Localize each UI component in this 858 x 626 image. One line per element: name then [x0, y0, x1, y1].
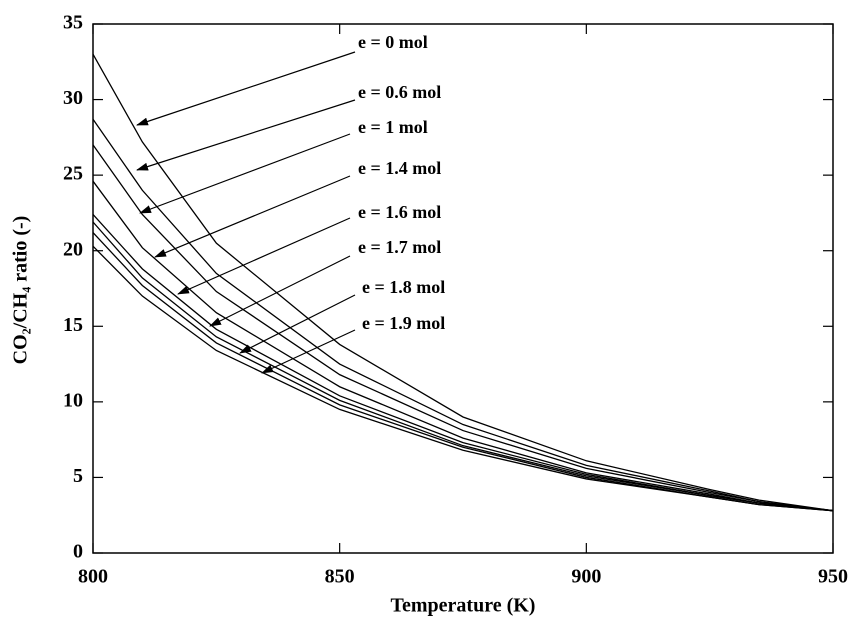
- x-tick-label: 850: [325, 566, 355, 588]
- y-tick-label: 10: [63, 389, 83, 411]
- y-tick-label: 20: [63, 238, 83, 260]
- y-tick-label: 5: [73, 465, 83, 487]
- series-label: e = 1.9 mol: [362, 313, 445, 333]
- annotation-arrow: [209, 255, 351, 327]
- annotation-arrow: [177, 217, 351, 295]
- x-axis-title: Temperature (K): [391, 595, 536, 617]
- series-line: [92, 221, 834, 512]
- series-label: e = 1.8 mol: [362, 277, 445, 297]
- annotation-arrow: [139, 133, 351, 214]
- annotation-arrow: [136, 99, 356, 171]
- x-tick-label: 900: [571, 566, 601, 588]
- annotation-arrow: [239, 294, 356, 354]
- series-label: e = 1.4 mol: [358, 158, 441, 178]
- series-label: e = 0.6 mol: [358, 82, 441, 102]
- y-axis-title: CO₂/CH₄ ratio (-): [10, 216, 32, 365]
- y-tick-label: 0: [73, 541, 83, 563]
- x-tick-label: 950: [818, 566, 848, 588]
- series-label: e = 1 mol: [358, 117, 428, 137]
- series-line: [92, 53, 834, 512]
- series-line: [92, 245, 834, 512]
- x-tick-label: 800: [78, 566, 108, 588]
- series-line: [92, 232, 834, 512]
- series-label: e = 0 mol: [358, 32, 428, 52]
- annotation-arrow: [136, 51, 356, 126]
- annotation-arrow: [261, 329, 356, 374]
- y-tick-label: 25: [63, 163, 83, 185]
- y-tick-label: 15: [63, 314, 83, 336]
- series-line: [92, 180, 834, 512]
- series-line: [92, 144, 834, 512]
- series-label: e = 1.6 mol: [358, 202, 441, 222]
- y-tick-label: 30: [63, 87, 83, 109]
- annotation-arrow: [154, 175, 351, 258]
- plot-frame: [92, 23, 834, 554]
- series-label: e = 1.7 mol: [358, 237, 441, 257]
- y-tick-label: 35: [63, 12, 83, 34]
- series-line: [92, 118, 834, 512]
